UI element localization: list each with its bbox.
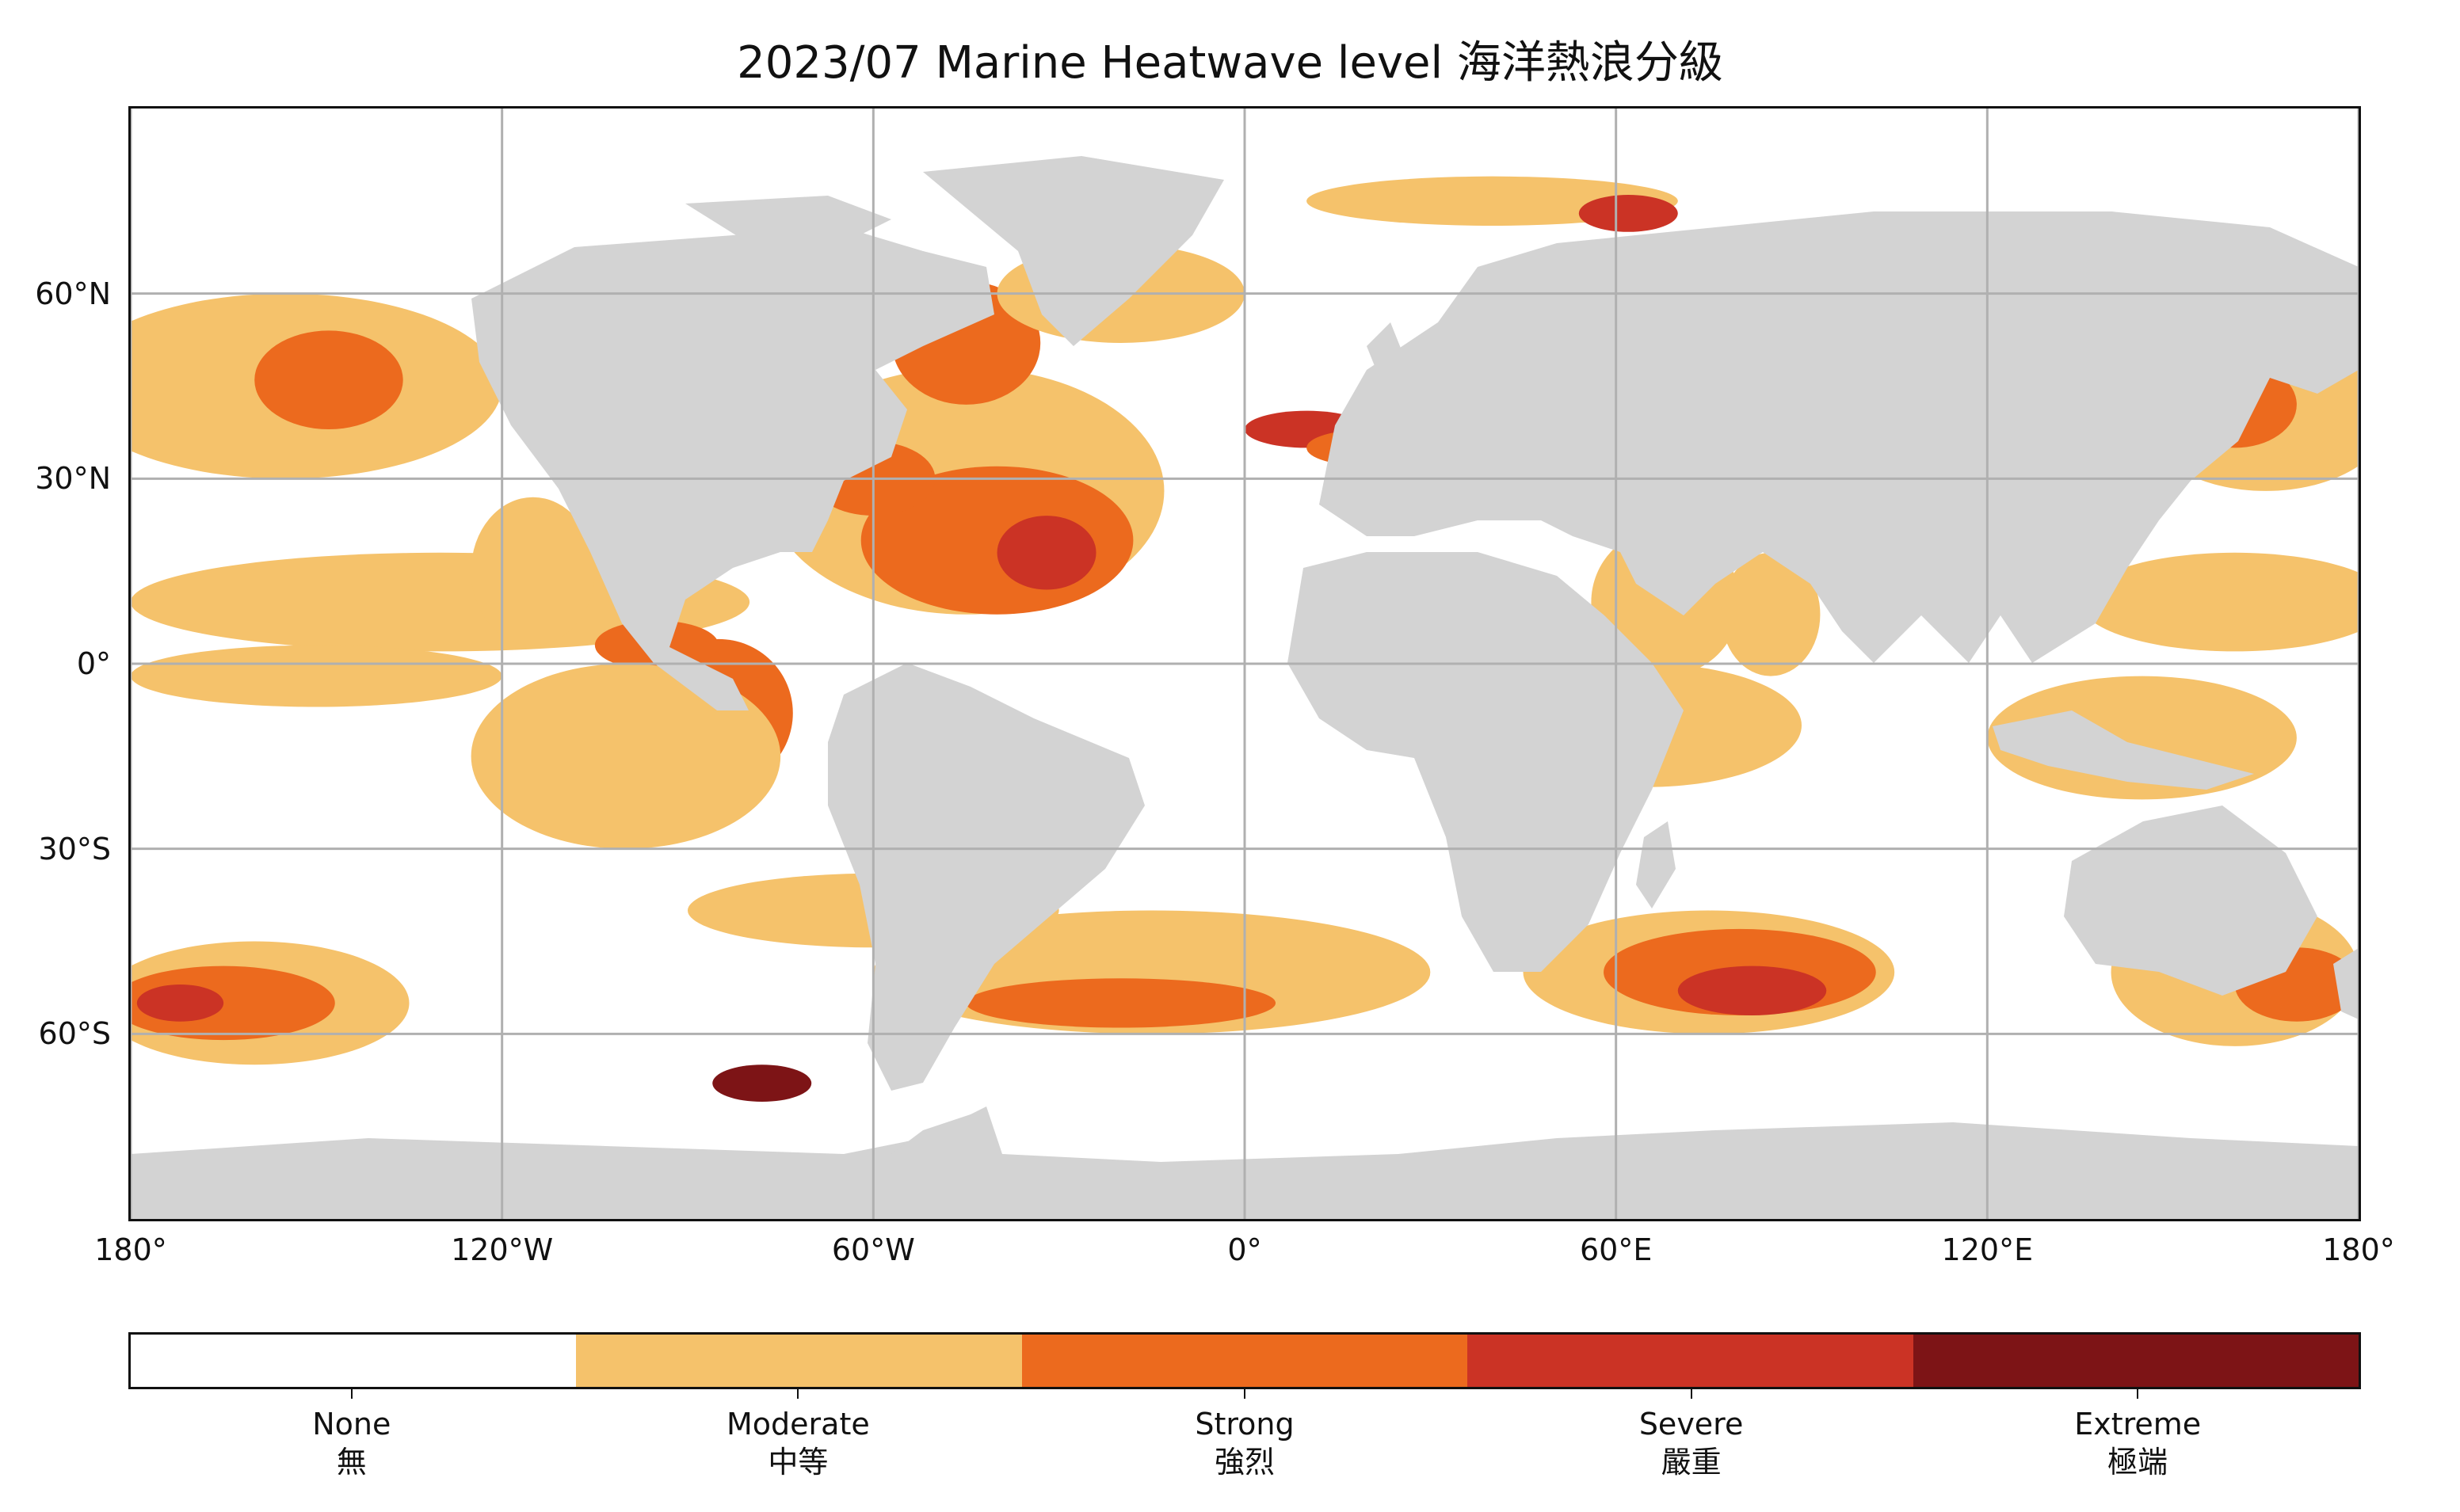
landmass-australia [2064,806,2317,996]
y-tick-label: 30°S [38,831,111,866]
heatwave-region-extreme [712,1064,812,1103]
x-tick-label: 60°W [831,1232,915,1267]
y-tick-label: 30°N [35,461,111,497]
colorbar-tick [1690,1388,1692,1399]
colorbar-label: Strong 強烈 [1086,1388,1403,1481]
x-tick-label: 0° [1227,1232,1262,1267]
colorbar-label-zh: 無 [336,1445,367,1480]
world-map [128,106,2361,1221]
x-tick-label: 60°E [1579,1232,1653,1267]
colorbar-tick [797,1388,799,1399]
y-tick-label: 60°N [35,276,111,311]
colorbar-tick [350,1388,353,1399]
heatwave-region-moderate [471,664,781,849]
colorbar-tick [1244,1388,1245,1399]
colorbar-tick [2137,1388,2139,1399]
landmass-eurasia [1319,211,2359,663]
colorbar-label-en: Moderate [727,1407,870,1442]
landmass-uk [1367,322,1406,386]
colorbar-label: None 無 [193,1388,510,1481]
colorbar-label: Moderate 中等 [639,1388,956,1481]
heatwave-region-severe [997,516,1097,590]
landmass-japan [2159,409,2206,489]
y-tick-label: 0° [76,646,111,681]
colorbar-label: Extreme 極端 [1979,1388,2296,1481]
landmass-new-zealand [2333,948,2359,1019]
heatwave-region-severe [136,985,224,1022]
colorbar-label-en: Strong [1195,1407,1295,1442]
heatwave-region-strong [966,978,1276,1028]
colorbar-label-zh: 中等 [768,1445,829,1480]
heatwave-region-moderate [131,645,502,707]
landmass-antarctic-peninsula [891,1114,986,1154]
colorbar-label-en: None [312,1407,391,1442]
colorbar-segment-extreme [1913,1335,2359,1387]
colorbar-segment-severe [1467,1335,1913,1387]
x-tick-label: 120°E [1941,1232,2034,1267]
x-tick-label: 120°W [451,1232,554,1267]
landmass-indonesia [1993,710,2254,790]
heatwave-region-severe [1578,195,1678,232]
landmass-greenland [923,156,1224,346]
map-canvas [131,109,2359,1219]
colorbar-label-en: Severe [1638,1407,1744,1442]
colorbar-label-zh: 強烈 [1214,1445,1275,1480]
landmass-south-america [828,663,1145,1091]
heatwave-region-moderate [1721,552,1821,676]
x-tick-label: 180° [94,1232,167,1267]
y-tick-label: 60°S [38,1016,111,1052]
colorbar-label-en: Extreme [2074,1407,2202,1442]
graticule [131,109,2359,1219]
x-tick-label: 180° [2322,1232,2395,1267]
colorbar [128,1332,2361,1389]
landmass-north-america [471,227,994,710]
heatwave-region-strong [254,330,403,430]
colorbar-label-zh: 嚴重 [1661,1445,1722,1480]
colorbar-segment-none [131,1335,577,1387]
land-layer [131,156,2359,1219]
landmass-arctic-islands [685,196,891,243]
heatwave-region-strong [131,965,335,1041]
heatwave-region-moderate [131,552,750,652]
colorbar-segment-strong [1021,1335,1468,1387]
landmass-africa [1287,552,1684,972]
map-title: 2023/07 Marine Heatwave level 海洋熱浪分級 [737,37,1723,89]
colorbar-label-zh: 極端 [2107,1445,2168,1480]
colorbar-segment-moderate [576,1335,1022,1387]
heatwave-region-severe [1677,965,1827,1015]
heatwave-region-moderate [2080,552,2359,652]
colorbar-label: Severe 嚴重 [1533,1388,1850,1481]
landmass-madagascar [1636,821,1676,908]
